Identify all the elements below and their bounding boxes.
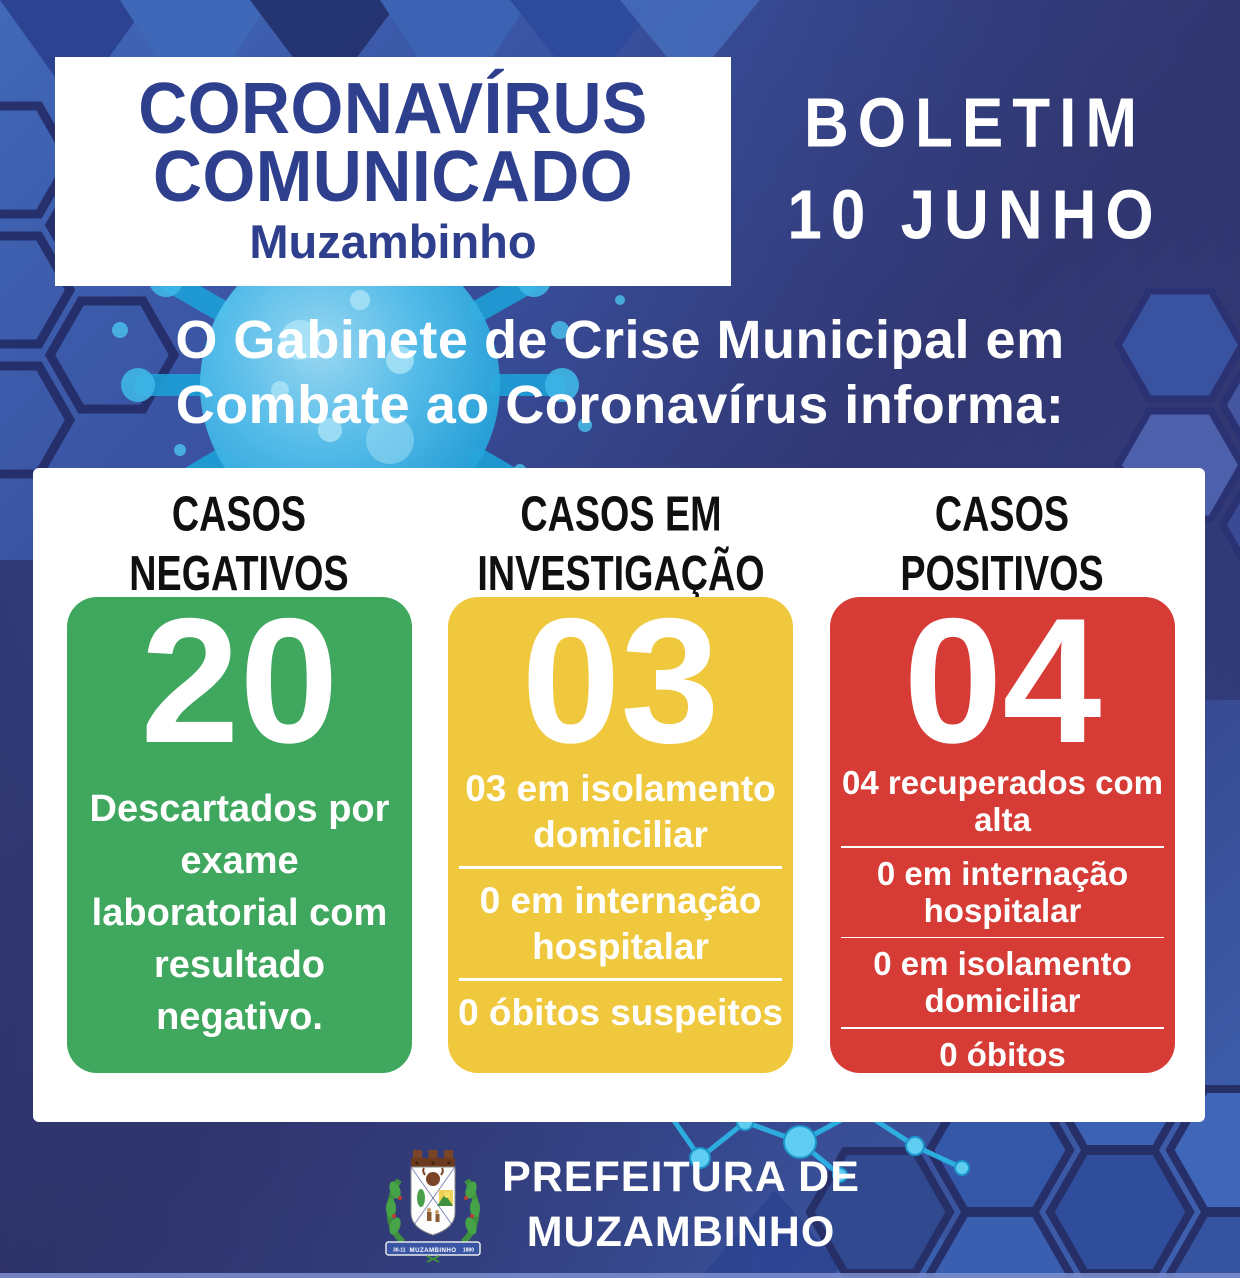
investigation-item: 03 em isolamento domiciliar: [465, 768, 776, 855]
investigation-cases-card: 03 03 em isolamento domiciliar 0 em inte…: [448, 581, 793, 1073]
crest-leaves: [386, 1181, 481, 1235]
positive-item: 04 recuperados com alta: [842, 764, 1163, 838]
divider: [841, 936, 1164, 939]
positive-cases-card: 04 04 recuperados com alta 0 em internaç…: [830, 581, 1175, 1074]
crest-banner-name: MUZAMBINHO: [410, 1247, 457, 1254]
organization-name: PREFEITURA DE MUZAMBINHO: [502, 1150, 860, 1260]
org-name-line2: MUZAMBINHO: [526, 1208, 836, 1256]
header-casos-investigacao-line2: INVESTIGAÇÃO: [477, 545, 765, 601]
title-box: CORONAVÍRUS COMUNICADO Muzambinho: [55, 57, 731, 286]
crest-banner-date-left: 30-11: [393, 1248, 406, 1254]
header-casos-negativos-line2: NEGATIVOS: [129, 545, 349, 601]
stats-panel: CASOS NEGATIVOS CASOS EM INVESTIGAÇÃO CA…: [33, 468, 1205, 1122]
negative-cases-note: Descartados por exame laboratorial com r…: [89, 788, 390, 1038]
header-casos-positivos-line1: CASOS: [934, 486, 1070, 542]
bottom-accent-strip: [0, 1273, 1240, 1278]
investigation-item: 0 em internação hospitalar: [479, 880, 762, 967]
positive-item: 0 em internação hospitalar: [876, 854, 1129, 929]
poster-title-city: Muzambinho: [249, 215, 537, 268]
header-casos-negativos-line1: CASOS: [171, 486, 307, 542]
investigation-cases-count: 03: [521, 581, 720, 780]
intro-line2: Combate ao Coronavírus informa:: [175, 375, 1065, 435]
crest-berries: [392, 1196, 475, 1218]
negative-cases-count: 20: [140, 581, 339, 780]
positive-cases-count: 04: [903, 581, 1102, 780]
divider: [841, 1027, 1164, 1030]
crest-shield: [410, 1166, 456, 1236]
footer: 30-11 MUZAMBINHO 1880 PREFEITURA DE MUZA…: [0, 1146, 1240, 1264]
crest-banner-date-right: 1880: [463, 1248, 474, 1254]
header-casos-positivos: CASOS POSITIVOS: [846, 484, 1158, 603]
divider: [841, 846, 1164, 848]
header-casos-negativos: CASOS NEGATIVOS: [83, 484, 395, 603]
header-casos-positivos-line2: POSITIVOS: [900, 545, 1104, 601]
muzambinho-crest: 30-11 MUZAMBINHO 1880: [385, 1150, 481, 1263]
crest-crown: [411, 1150, 456, 1167]
investigation-item: 0 óbitos suspeitos: [458, 992, 783, 1033]
poster-title-line1: CORONAVÍRUS: [138, 67, 648, 149]
bulletin-date-block: BOLETIM 10 JUNHO: [740, 88, 1210, 252]
positive-item: 0 em isolamento domiciliar: [873, 945, 1132, 1020]
header-casos-investigacao-line1: CASOS EM: [520, 486, 722, 542]
negative-cases-card: 20 Descartados por exame laboratorial co…: [67, 581, 412, 1073]
bulletin-label: BOLETIM: [804, 84, 1146, 163]
intro-line1: O Gabinete de Crise Municipal em: [175, 310, 1065, 370]
bulletin-date: 10 JUNHO: [787, 176, 1163, 255]
intro-text: O Gabinete de Crise Municipal em Combate…: [0, 308, 1240, 438]
positive-item: 0 óbitos: [939, 1036, 1066, 1074]
divider: [459, 866, 782, 869]
header-casos-investigacao: CASOS EM INVESTIGAÇÃO: [465, 484, 777, 603]
divider: [459, 978, 782, 981]
org-name-line1: PREFEITURA DE: [502, 1153, 860, 1201]
crest-banner: 30-11 MUZAMBINHO 1880: [385, 1241, 481, 1263]
poster-title-line2: COMUNICADO: [152, 135, 634, 217]
